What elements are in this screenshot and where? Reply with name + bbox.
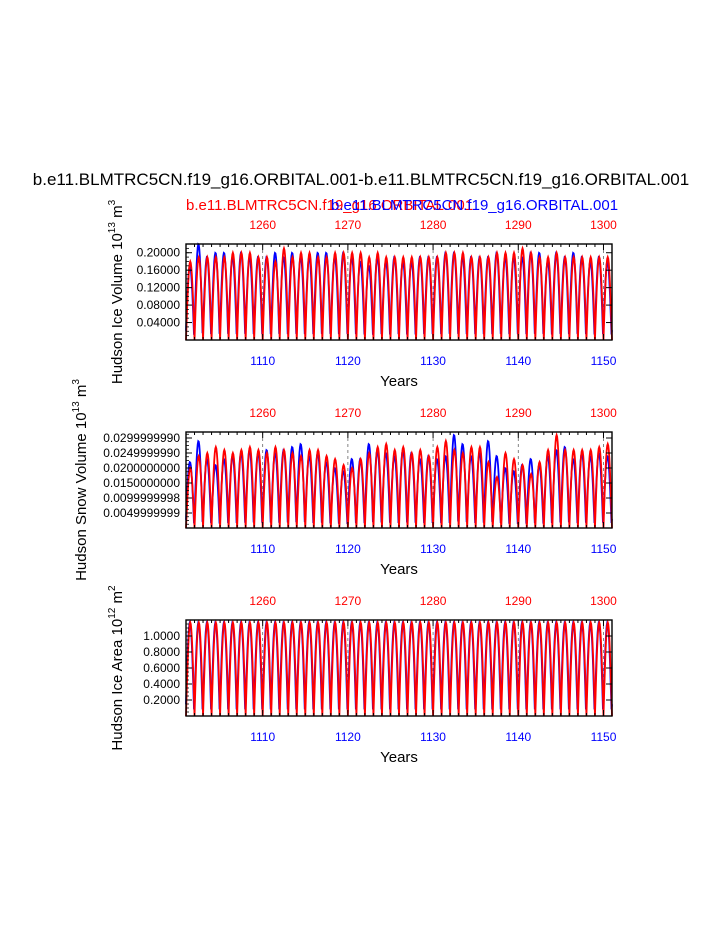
series-red-line bbox=[185, 431, 613, 529]
page-title: b.e11.BLMTRC5CN.f19_g16.ORBITAL.001-b.e1… bbox=[33, 170, 689, 189]
x-tick-label-top: 1260 bbox=[249, 406, 276, 420]
y-axis-label: Hudson Ice Volume 1013 m3 bbox=[107, 199, 126, 384]
x-tick-label-top: 1290 bbox=[505, 594, 532, 608]
x-axis-label: Years bbox=[380, 373, 418, 390]
x-tick-label-top: 1290 bbox=[505, 218, 532, 232]
x-tick-label-bottom: 1110 bbox=[250, 354, 275, 368]
x-tick-label-top: 1280 bbox=[420, 406, 447, 420]
y-tick-label: 0.0200000000 bbox=[103, 461, 180, 475]
x-tick-label-top: 1280 bbox=[420, 218, 447, 232]
y-axis-label-unit-exp: 3 bbox=[71, 379, 82, 385]
x-tick-label-top: 1270 bbox=[335, 406, 362, 420]
x-tick-label-bottom: 1150 bbox=[591, 542, 617, 556]
y-axis-label-main: Hudson Ice Area 10 bbox=[109, 619, 126, 751]
y-tick-label: 0.12000 bbox=[137, 281, 181, 295]
y-tick-label: 0.16000 bbox=[137, 263, 181, 277]
x-tick-label-bottom: 1130 bbox=[420, 730, 446, 744]
x-tick-label-bottom: 1140 bbox=[505, 354, 531, 368]
legend-red-label: b.e11.BLMTRC5CN.f19_g16.ORBITAL.001 bbox=[186, 197, 473, 214]
y-tick-label: 0.0299999990 bbox=[103, 431, 180, 445]
x-axis-label: Years bbox=[380, 561, 418, 578]
x-tick-label-bottom: 1110 bbox=[250, 730, 275, 744]
y-tick-label: 0.6000 bbox=[143, 661, 180, 675]
y-tick-label: 0.08000 bbox=[137, 298, 181, 312]
y-tick-label: 0.0249999990 bbox=[103, 446, 180, 460]
y-axis-label-exp: 13 bbox=[107, 222, 118, 234]
y-tick-label: 0.2000 bbox=[143, 693, 180, 707]
x-tick-label-bottom: 1140 bbox=[505, 542, 531, 556]
y-axis-label-unit: m bbox=[73, 385, 90, 402]
y-axis-label-unit: m bbox=[109, 205, 126, 222]
x-tick-label-bottom: 1130 bbox=[420, 542, 446, 556]
y-tick-label: 0.04000 bbox=[137, 316, 181, 330]
y-tick-label: 0.0049999999 bbox=[103, 506, 180, 520]
y-axis-label-exp: 13 bbox=[71, 401, 82, 413]
panels: 1110 1120 1130 1140 1150 1260 1270 1280 1290 1300… bbox=[71, 199, 617, 766]
x-tick-label-top: 1300 bbox=[590, 218, 617, 232]
chart-panel-3: 1110 1120 1130 1140 1150 1260 1270 1280 1290 1300… bbox=[107, 585, 617, 766]
x-tick-label-bottom: 1120 bbox=[335, 542, 361, 556]
x-tick-label-bottom: 1120 bbox=[335, 354, 361, 368]
x-tick-label-top: 1280 bbox=[420, 594, 447, 608]
y-tick-label: 0.0099999998 bbox=[103, 491, 180, 505]
y-tick-label: 0.20000 bbox=[137, 246, 181, 260]
y-axis-label-unit: m bbox=[109, 591, 126, 608]
x-tick-label-bottom: 1120 bbox=[335, 730, 361, 744]
chart-panel-1: 1110 1120 1130 1140 1150 1260 1270 1280 1290 1300… bbox=[107, 199, 617, 390]
x-tick-label-bottom: 1110 bbox=[250, 542, 275, 556]
x-tick-label-bottom: 1130 bbox=[420, 354, 446, 368]
y-axis-label: Hudson Snow Volume 1013 m3 bbox=[71, 379, 90, 581]
x-tick-label-top: 1270 bbox=[335, 218, 362, 232]
x-tick-label-top: 1260 bbox=[249, 218, 276, 232]
y-tick-label: 0.8000 bbox=[143, 645, 180, 659]
y-tick-label: 0.4000 bbox=[143, 677, 180, 691]
x-axis-label: Years bbox=[380, 749, 418, 766]
y-axis-label-main: Hudson Snow Volume 10 bbox=[73, 412, 90, 580]
y-tick-label: 1.0000 bbox=[143, 629, 180, 643]
x-tick-label-top: 1270 bbox=[335, 594, 362, 608]
y-axis-label: Hudson Ice Area 1012 m2 bbox=[107, 585, 126, 751]
x-tick-label-bottom: 1150 bbox=[591, 730, 617, 744]
chart-panel-2: 1110 1120 1130 1140 1150 1260 1270 1280 1290 1300… bbox=[71, 379, 617, 581]
x-tick-label-bottom: 1140 bbox=[505, 730, 531, 744]
legend-blue-label: b.e11.BLMTRC5CN.f19_g16.ORBITAL.001 bbox=[331, 197, 618, 214]
y-axis-label-main: Hudson Ice Volume 10 bbox=[109, 233, 126, 384]
x-tick-label-bottom: 1150 bbox=[591, 354, 617, 368]
x-tick-label-top: 1300 bbox=[590, 594, 617, 608]
y-tick-label: 0.0150000000 bbox=[103, 476, 180, 490]
x-tick-label-top: 1290 bbox=[505, 406, 532, 420]
y-axis-label-exp: 12 bbox=[107, 607, 118, 619]
x-tick-label-top: 1300 bbox=[590, 406, 617, 420]
series-red-line bbox=[185, 619, 613, 717]
y-axis-label-unit-exp: 3 bbox=[107, 199, 118, 205]
x-tick-label-top: 1260 bbox=[249, 594, 276, 608]
y-axis-label-unit-exp: 2 bbox=[107, 585, 118, 591]
